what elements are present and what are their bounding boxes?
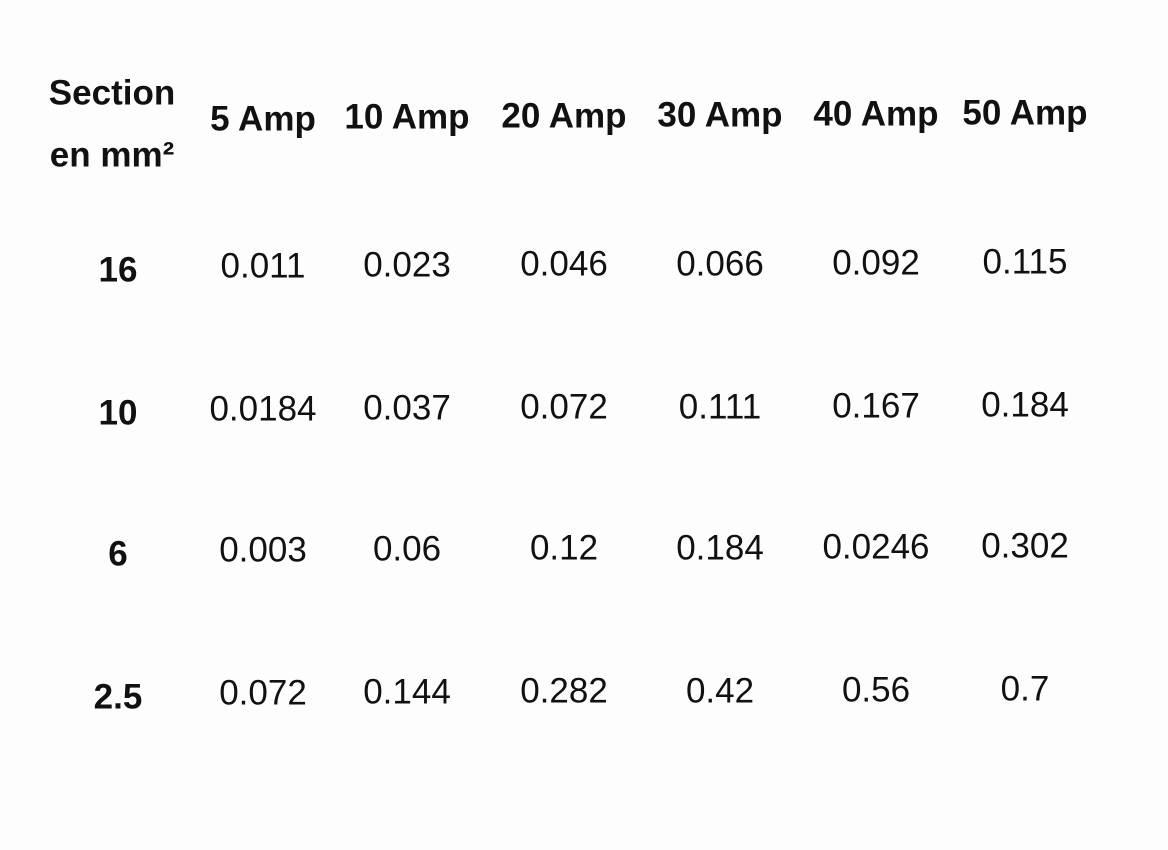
cell-value: 0.072 (219, 673, 307, 713)
cell-value: 0.023 (363, 245, 451, 285)
cell-value: 0.092 (832, 243, 920, 283)
cell-value: 0.12 (529, 528, 599, 568)
column-header: 40 Amp (813, 94, 939, 134)
column-header: 50 Amp (962, 93, 1088, 133)
cell-value: 0.115 (982, 242, 1068, 282)
column-header: 20 Amp (501, 96, 627, 136)
cell-value: 0.144 (363, 672, 451, 712)
cell-value: 0.167 (832, 386, 920, 426)
cell-value: 0.0246 (822, 527, 930, 567)
column-header: 5 Amp (210, 99, 316, 139)
cell-value: 0.003 (219, 530, 307, 570)
row-header: 2.5 (93, 677, 143, 717)
cell-value: 0.0184 (209, 389, 317, 429)
cell-value: 0.011 (220, 246, 306, 286)
header-corner: Section (48, 73, 176, 113)
cell-value: 0.302 (981, 526, 1069, 566)
cell-value: 0.184 (676, 528, 764, 568)
header-corner: en mm² (49, 135, 175, 175)
cell-value: 0.56 (841, 670, 911, 710)
cell-value: 0.06 (372, 529, 442, 569)
column-header: 30 Amp (657, 95, 783, 135)
cell-value: 0.42 (685, 671, 755, 711)
row-header: 6 (108, 534, 128, 574)
cell-value: 0.111 (678, 387, 762, 427)
row-header: 16 (98, 250, 138, 290)
cell-value: 0.066 (676, 244, 764, 284)
cell-value: 0.072 (520, 387, 608, 427)
cell-value: 0.046 (520, 244, 608, 284)
cell-value: 0.282 (520, 671, 608, 711)
column-header: 10 Amp (344, 97, 470, 137)
row-header: 10 (98, 393, 138, 433)
cell-value: 0.037 (363, 388, 451, 428)
cell-value: 0.184 (981, 385, 1069, 425)
cell-value: 0.7 (1000, 669, 1050, 709)
